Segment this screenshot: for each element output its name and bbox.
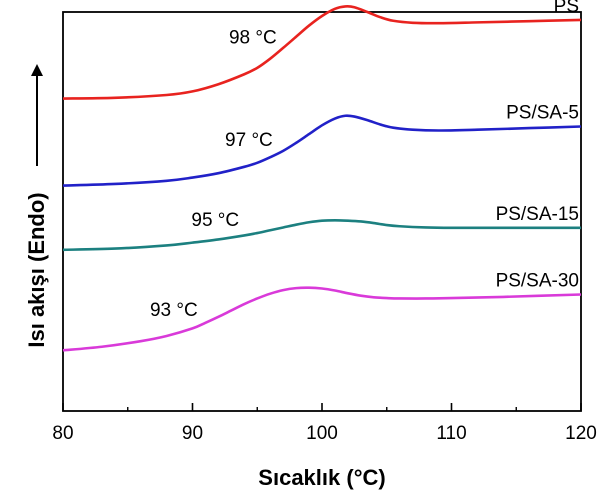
- series-label-ps-sa-30: PS/SA-30: [496, 270, 579, 291]
- y-axis-arrow-head: [31, 64, 43, 76]
- y-axis-title: Isı akışı (Endo): [24, 192, 49, 347]
- x-axis-title: Sıcaklık (°C): [258, 465, 385, 490]
- x-axis-tick-labels: 80 90 100 110 120: [52, 423, 596, 444]
- y-axis-title-group: Isı akışı (Endo): [24, 64, 49, 348]
- tg-label-ps-sa-15: 95 °C: [191, 210, 239, 231]
- x-axis-ticks: [62, 403, 582, 411]
- series-line-ps-sa-5: [62, 114, 582, 187]
- tg-label-ps-sa-5: 97 °C: [225, 130, 273, 151]
- series-labels: PS PS/SA-5 PS/SA-15 PS/SA-30: [496, 0, 579, 291]
- tg-label-ps: 98 °C: [229, 27, 277, 48]
- tg-annotations: 98 °C 97 °C 95 °C 93 °C: [150, 27, 277, 321]
- series-label-ps-sa-5: PS/SA-5: [506, 103, 579, 124]
- series-lines: [62, 4, 582, 352]
- series-line-ps: [62, 4, 582, 100]
- series-line-ps-sa-30: [62, 286, 582, 352]
- x-tick-label: 110: [436, 423, 466, 444]
- x-tick-label: 90: [182, 423, 203, 444]
- series-line-ps-sa-15: [62, 218, 581, 252]
- x-tick-label: 80: [52, 423, 73, 444]
- x-tick-label: 100: [306, 423, 338, 444]
- series-label-ps: PS: [554, 0, 579, 17]
- series-label-ps-sa-15: PS/SA-15: [496, 204, 579, 225]
- x-tick-label: 120: [565, 423, 597, 444]
- tg-label-ps-sa-30: 93 °C: [150, 300, 198, 321]
